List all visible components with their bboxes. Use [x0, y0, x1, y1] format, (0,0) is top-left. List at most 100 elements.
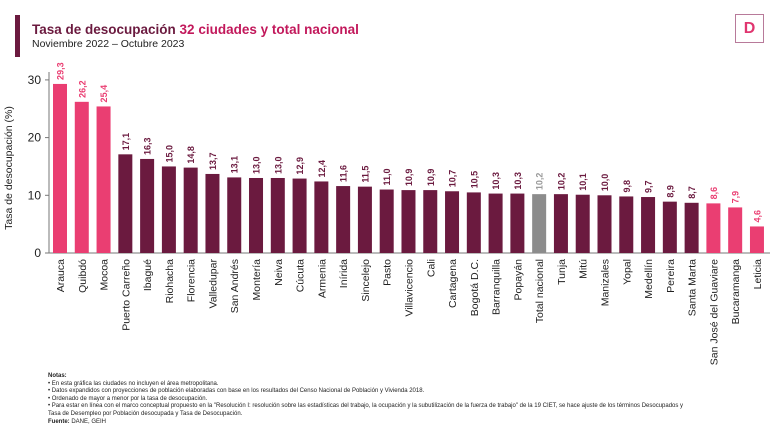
title-highlight: 32 ciudades y total nacional — [179, 22, 359, 37]
bar — [336, 186, 351, 253]
bar — [205, 173, 220, 253]
category-label: Ibagué — [142, 259, 154, 291]
category-label: Villavicencio — [403, 259, 415, 317]
category-label: Manizales — [600, 259, 612, 306]
category-label: Total nacional — [534, 259, 546, 323]
bar — [749, 226, 764, 253]
y-tick-label: 0 — [34, 246, 41, 260]
bar — [553, 194, 568, 253]
data-label: 13,1 — [230, 156, 240, 174]
data-label: 8,9 — [665, 185, 675, 198]
data-label: 25,4 — [99, 85, 109, 103]
y-axis-label: Tasa de desocupación (%) — [3, 106, 15, 230]
category-label: Bogotá D.C. — [469, 259, 481, 316]
bar — [662, 201, 677, 253]
category-label: Valledupar — [207, 259, 219, 309]
category-label: Riohacha — [164, 259, 176, 304]
category-label: Cúcuta — [295, 259, 307, 292]
data-label: 15,0 — [164, 145, 174, 163]
bar — [706, 203, 721, 253]
category-label: Cartagena — [447, 259, 459, 308]
category-label: Leticia — [752, 259, 764, 290]
y-tick-label: 20 — [28, 131, 42, 145]
data-label: 7,9 — [731, 191, 741, 204]
category-label: Medellín — [643, 259, 655, 299]
bar — [161, 166, 176, 253]
bar — [249, 177, 264, 253]
bar — [619, 196, 634, 253]
bar — [292, 178, 307, 253]
bar — [445, 191, 460, 253]
data-label: 10,5 — [469, 171, 479, 189]
category-label: Quibdó — [77, 259, 89, 293]
category-label: Arauca — [55, 259, 67, 292]
bar — [488, 193, 503, 253]
bar — [183, 167, 198, 253]
data-label: 10,2 — [556, 173, 566, 191]
category-label: Pereira — [665, 259, 677, 293]
bar — [532, 194, 547, 253]
chart-title: Tasa de desocupación 32 ciudades y total… — [32, 22, 359, 37]
category-label: Barranquilla — [491, 259, 503, 315]
data-label: 10,0 — [600, 174, 610, 192]
category-label: Sincelejo — [360, 259, 372, 302]
category-label: Mocoa — [99, 259, 111, 291]
bar — [401, 190, 416, 253]
data-label: 10,1 — [578, 173, 588, 191]
category-label: San Andrés — [229, 259, 241, 313]
bar — [314, 181, 329, 253]
dane-logo-icon: D — [735, 14, 764, 43]
bar — [227, 177, 242, 253]
data-label: 10,2 — [535, 173, 545, 191]
data-label: 10,7 — [448, 170, 458, 188]
data-label: 16,3 — [143, 137, 153, 155]
data-label: 10,9 — [404, 169, 414, 187]
data-label: 4,6 — [752, 210, 762, 223]
category-label: Yopal — [621, 259, 633, 285]
data-label: 10,9 — [426, 169, 436, 187]
note-item: • Ordenado de mayor a menor por la tasa … — [48, 395, 208, 402]
bar — [357, 186, 372, 253]
bar — [423, 190, 438, 253]
data-label: 13,7 — [208, 152, 218, 170]
y-tick-label: 10 — [28, 188, 42, 202]
category-label: Florencia — [186, 259, 198, 302]
bar — [510, 193, 525, 253]
bar — [575, 194, 590, 253]
category-label: Bucaramanga — [730, 259, 742, 325]
data-label: 13,0 — [252, 156, 262, 174]
category-label: San José del Guaviare — [708, 259, 720, 365]
source-text: DANE, GEIH — [69, 418, 107, 425]
category-label: Armenia — [316, 259, 328, 298]
note-item: • Para estar en línea con el marco conce… — [48, 403, 684, 417]
bar — [118, 154, 133, 253]
source-label: Fuente: — [48, 418, 70, 425]
bar — [140, 158, 155, 253]
notes-heading: Notas: — [48, 373, 67, 379]
data-label: 17,1 — [121, 133, 131, 151]
category-label: Cali — [425, 259, 437, 277]
bar — [74, 101, 89, 254]
title-accent-bar — [15, 15, 20, 57]
category-label: Mitú — [578, 259, 590, 279]
category-label: Tunja — [556, 259, 568, 285]
data-label: 8,6 — [709, 187, 719, 200]
data-label: 11,5 — [360, 166, 370, 183]
data-label: 11,6 — [339, 165, 349, 182]
category-label: Pasto — [382, 259, 394, 286]
data-label: 12,9 — [295, 157, 305, 175]
data-label: 14,8 — [186, 146, 196, 164]
category-label: Inírida — [338, 259, 350, 288]
bar — [96, 106, 111, 253]
category-label: Santa Marta — [687, 259, 699, 316]
bar-chart: 0 10 20 30 Tasa de desocupación (%) 29,3 Arauc… — [3, 62, 770, 365]
data-label: 10,3 — [513, 172, 523, 190]
data-label: 9,7 — [644, 181, 654, 194]
y-tick-label: 30 — [28, 73, 42, 87]
note-item: • Datos expandidos con proyecciones de p… — [48, 388, 425, 395]
data-label: 11,0 — [382, 168, 392, 185]
bar — [466, 192, 481, 253]
notes: Notas: • En esta gráfica las ciudades no… — [48, 373, 688, 426]
title-part: Tasa de desocupación — [32, 22, 180, 37]
